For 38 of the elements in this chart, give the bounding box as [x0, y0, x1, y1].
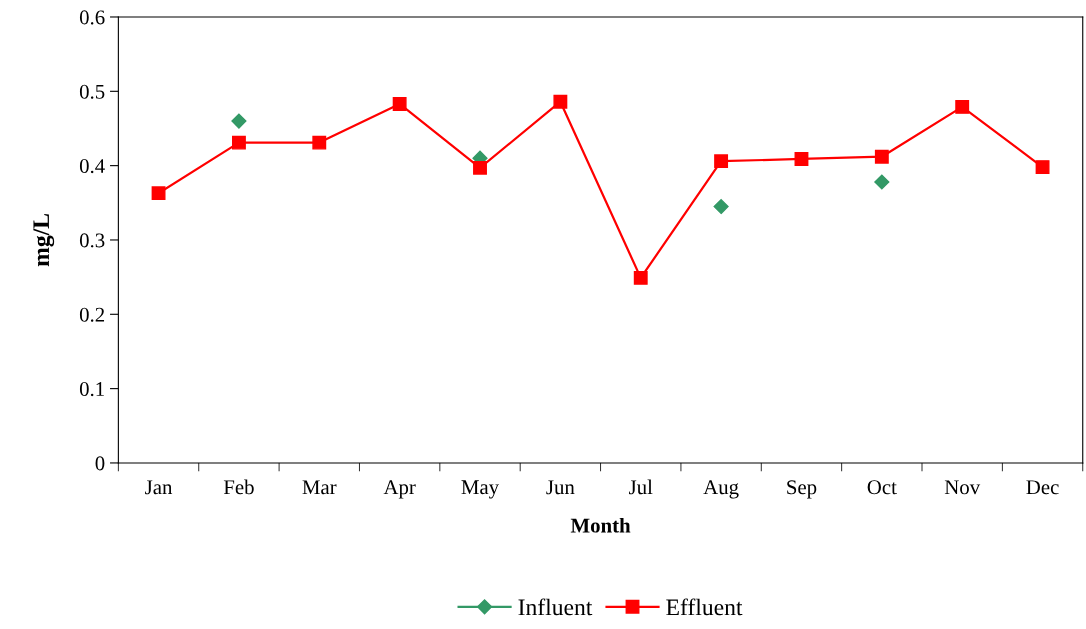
point	[1035, 160, 1050, 175]
x-tick-label: Dec	[1026, 480, 1059, 495]
legend-label: Influent	[518, 598, 593, 616]
x-tick-label: Aug	[703, 480, 739, 499]
y-tick-label: 0.5	[79, 84, 105, 99]
point	[392, 97, 407, 111]
x-tick-label: Nov	[944, 480, 981, 495]
point	[794, 152, 809, 166]
x-tick-label: Oct	[867, 480, 897, 495]
x-tick-label: Apr	[383, 480, 416, 499]
y-tick-label: 0.1	[79, 381, 104, 397]
x-tick-label: Feb	[223, 479, 254, 495]
point	[714, 154, 729, 169]
x-axis-title: Month	[570, 517, 631, 533]
y-tick-label: 0.2	[79, 307, 105, 322]
point	[874, 174, 890, 190]
point	[473, 160, 487, 175]
point	[553, 94, 568, 109]
y-tick-label: 0	[95, 456, 105, 471]
x-tick-label: Sep	[787, 480, 817, 499]
point	[312, 135, 327, 150]
x-tick-label: May	[461, 480, 500, 499]
point	[231, 135, 246, 150]
point	[713, 198, 729, 215]
y-axis-title: mg/L	[33, 214, 55, 267]
point	[633, 270, 648, 285]
point	[874, 149, 889, 164]
y-tick-label: 0.4	[79, 159, 105, 174]
x-tick-label: Mar	[302, 480, 337, 495]
x-tick-label: Jan	[145, 480, 173, 495]
legend-label: Effluent	[666, 598, 743, 616]
y-tick-label: 0.6	[79, 10, 105, 25]
point	[955, 99, 970, 114]
x-tick-label: Jul	[629, 479, 653, 495]
y-tick-label: 0.3	[79, 233, 105, 248]
point	[231, 113, 247, 129]
x-tick-label: Jun	[546, 480, 575, 495]
point	[151, 186, 166, 201]
